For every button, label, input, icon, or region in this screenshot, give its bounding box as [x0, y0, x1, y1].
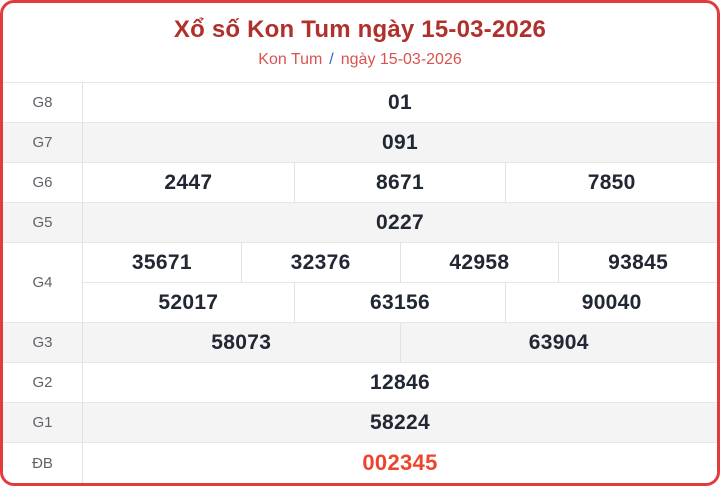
prize-values: 35671 32376 42958 93845 52017 63156 90040	[83, 243, 717, 322]
prize-label: G1	[3, 403, 83, 442]
prize-number: 42958	[399, 243, 559, 282]
prize-values: 002345	[83, 443, 717, 483]
prize-subrow: 52017 63156 90040	[83, 282, 717, 322]
prize-values: 12846	[83, 363, 717, 402]
results-table: G8 01 G7 091 G6 2447 8671 7850 G5 0227 G4 35671 3237…	[3, 83, 717, 483]
prize-number: 2447	[164, 170, 213, 194]
prize-values: 091	[83, 123, 717, 162]
prize-number: 63904	[399, 323, 718, 362]
prize-subrow: 002345	[83, 443, 717, 483]
table-row: G3 58073 63904	[3, 323, 717, 363]
prize-values: 01	[83, 83, 717, 122]
prize-subrow: 58073 63904	[83, 323, 717, 362]
prize-label: G5	[3, 203, 83, 242]
prize-number: 8671	[293, 163, 506, 202]
prize-label: G7	[3, 123, 83, 162]
prize-number: 091	[382, 130, 418, 154]
prize-number: 58224	[370, 410, 430, 434]
prize-number: 35671	[131, 250, 192, 274]
breadcrumb-date: ngày 15-03-2026	[340, 51, 462, 68]
prize-number: 93845	[558, 243, 717, 282]
special-prize-number: 002345	[362, 450, 438, 475]
table-row: G7 091	[3, 123, 717, 163]
table-row: G6 2447 8671 7850	[3, 163, 717, 203]
prize-subrow: 0227	[83, 203, 717, 242]
prize-subrow: 58224	[83, 403, 717, 442]
prize-label: G2	[3, 363, 83, 402]
table-row: G2 12846	[3, 363, 717, 403]
prize-number: 0227	[376, 210, 424, 234]
prize-label: G8	[3, 83, 83, 122]
prize-number: 01	[388, 90, 412, 114]
prize-subrow: 12846	[83, 363, 717, 402]
prize-label: G6	[3, 163, 83, 202]
prize-values: 58073 63904	[83, 323, 717, 362]
prize-subrow: 2447 8671 7850	[83, 163, 717, 202]
table-row: G5 0227	[3, 203, 717, 243]
table-row: ĐB 002345	[3, 443, 717, 483]
prize-subrow: 01	[83, 83, 717, 122]
prize-subrow: 35671 32376 42958 93845	[83, 243, 717, 282]
table-row: G8 01	[3, 83, 717, 123]
card-header: Xổ số Kon Tum ngày 15-03-2026 Kon Tum / …	[3, 3, 717, 83]
prize-number: 32376	[240, 243, 400, 282]
prize-label: ĐB	[3, 443, 83, 483]
page-title: Xổ số Kon Tum ngày 15-03-2026	[173, 16, 547, 43]
prize-label: G3	[3, 323, 83, 362]
prize-number: 52017	[158, 290, 219, 314]
prize-values: 2447 8671 7850	[83, 163, 717, 202]
table-row: G4 35671 32376 42958 93845 52017 63156 90040	[3, 243, 717, 323]
prize-number: 12846	[370, 370, 430, 394]
prize-number: 63156	[293, 283, 506, 322]
breadcrumb: Kon Tum / ngày 15-03-2026	[258, 51, 461, 69]
prize-label: G4	[3, 243, 83, 322]
prize-values: 58224	[83, 403, 717, 442]
breadcrumb-province[interactable]: Kon Tum	[258, 51, 323, 68]
breadcrumb-separator: /	[329, 51, 334, 68]
prize-number: 90040	[505, 283, 717, 322]
prize-values: 0227	[83, 203, 717, 242]
prize-subrow: 091	[83, 123, 717, 162]
prize-number: 7850	[505, 163, 717, 202]
table-row: G1 58224	[3, 403, 717, 443]
prize-number: 58073	[211, 330, 272, 354]
